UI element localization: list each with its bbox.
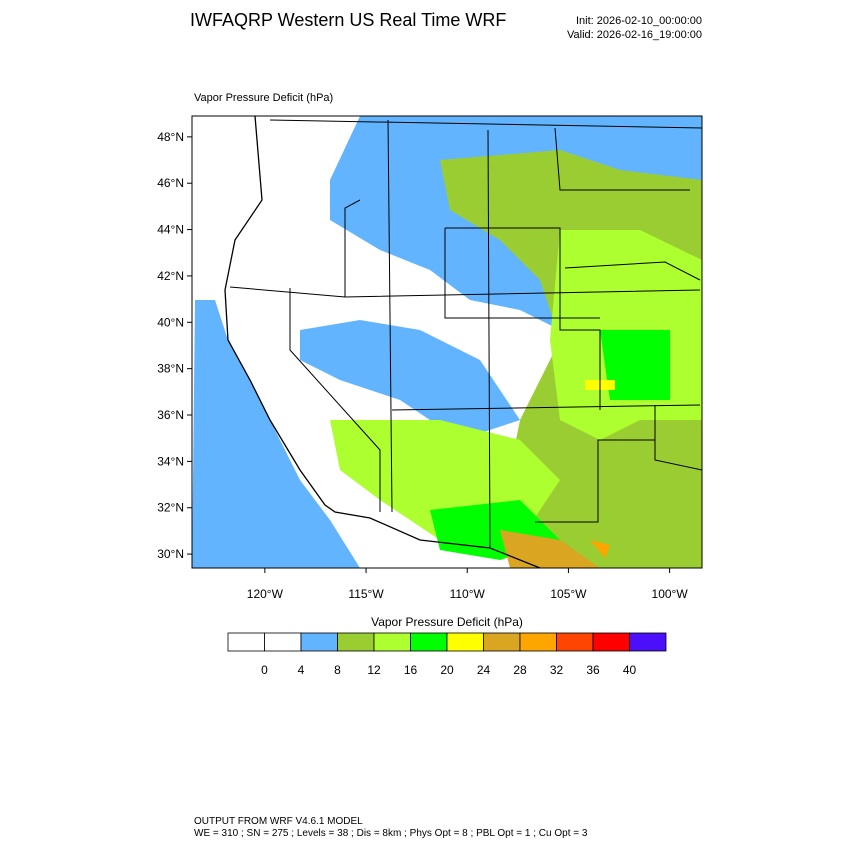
colorbar-label: 28: [513, 663, 527, 677]
colorbar-label: 40: [623, 663, 637, 677]
colorbar-swatch: [227, 632, 265, 652]
colorbar-swatch: [410, 632, 448, 652]
lat-tick-label: 42°N: [157, 269, 184, 283]
lat-tick-label: 40°N: [157, 315, 184, 329]
colorbar-label: 20: [440, 663, 454, 677]
footer-line: WE = 310 ; SN = 275 ; Levels = 38 ; Dis …: [194, 828, 588, 839]
colorbar-swatch: [592, 632, 630, 652]
colorbar-label: 4: [298, 663, 305, 677]
map-frame: [191, 115, 703, 569]
map-subtitle: Vapor Pressure Deficit (hPa): [194, 92, 333, 104]
lon-tick-label: 120°W: [247, 587, 284, 601]
colorbar-label: 16: [404, 663, 418, 677]
lat-tick-label: 44°N: [157, 223, 184, 237]
colorbar-label: 32: [550, 663, 564, 677]
valid-time: Valid: 2026-02-16_19:00:00: [567, 29, 702, 41]
lon-tick-label: 105°W: [550, 587, 587, 601]
lon-tick-label: 115°W: [348, 587, 384, 601]
colorbar-swatch: [519, 632, 557, 652]
colorbar-swatch: [337, 632, 375, 652]
lat-tick-label: 46°N: [157, 176, 184, 190]
colorbar-swatch: [556, 632, 594, 652]
footer-line: OUTPUT FROM WRF V4.6.1 MODEL: [194, 816, 363, 827]
colorbar-swatch: [264, 632, 302, 652]
colorbar-swatch: [446, 632, 484, 652]
colorbar-label: 24: [477, 663, 491, 677]
colorbar-title: Vapor Pressure Deficit (hPa): [371, 615, 523, 629]
lat-tick-label: 32°N: [157, 501, 184, 515]
title: IWFAQRP Western US Real Time WRF: [190, 10, 506, 30]
init-time: Init: 2026-02-10_00:00:00: [576, 15, 702, 27]
colorbar-swatch: [629, 632, 667, 652]
lat-tick-label: 30°N: [157, 547, 184, 561]
colorbar-swatch: [373, 632, 411, 652]
lon-tick-label: 110°W: [450, 587, 486, 601]
lon-tick-label: 100°W: [652, 587, 689, 601]
colorbar-swatch: [300, 632, 338, 652]
colorbar-label: 36: [586, 663, 600, 677]
colorbar-label: 12: [367, 663, 381, 677]
lat-tick-label: 48°N: [157, 130, 184, 144]
colorbar-swatch: [483, 632, 521, 652]
lat-tick-label: 34°N: [157, 454, 184, 468]
lat-tick-label: 36°N: [157, 408, 184, 422]
colorbar-label: 8: [334, 663, 341, 677]
colorbar-label: 0: [261, 663, 268, 677]
map-field: [192, 116, 702, 568]
lat-tick-label: 38°N: [157, 362, 184, 376]
